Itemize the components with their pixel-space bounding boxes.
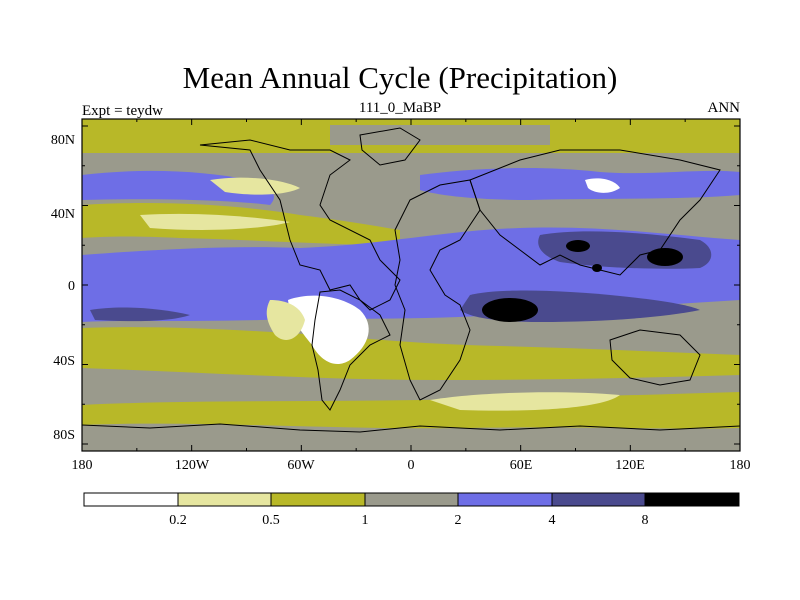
colorbar-box-gt8	[645, 493, 739, 506]
colorbar-label: 8	[642, 513, 649, 528]
x-tick-label: 120W	[175, 458, 210, 473]
x-axis-labels: 180 120W 60W 0 60E 120E 180	[72, 458, 751, 473]
season-label: ANN	[707, 100, 741, 116]
coast-australia	[609, 329, 701, 386]
peak-asia-1	[566, 240, 590, 252]
colorbar-label: 4	[549, 513, 556, 528]
storm-track-atlantic	[420, 168, 740, 200]
peak-indian-ocean	[482, 298, 538, 322]
x-tick-label: 180	[72, 458, 93, 473]
colorbar-label: 0.5	[262, 513, 280, 528]
coastlines	[82, 127, 740, 433]
coast-north-america	[199, 139, 401, 311]
axis-ticks	[81, 119, 741, 451]
pacific-west-core	[90, 307, 190, 322]
x-tick-label: 120E	[615, 458, 645, 473]
colorbar-dividers	[177, 493, 646, 506]
pale-region-south-america	[266, 300, 305, 340]
colorbar-box-lt0.2	[84, 493, 178, 506]
coast-south-america	[311, 289, 391, 411]
colorbar-box-1-2	[365, 493, 458, 506]
experiment-label: Expt = teydw	[82, 103, 163, 119]
southern-grey-cap	[82, 423, 740, 451]
y-tick-label: 40S	[53, 354, 75, 369]
precipitation-field	[82, 119, 740, 451]
y-tick-label: 0	[68, 279, 75, 294]
y-tick-label: 80S	[53, 428, 75, 443]
colorbar-box-0.5-1	[271, 493, 365, 506]
colorbar-label: 2	[455, 513, 462, 528]
colorbar-label: 0.2	[169, 513, 187, 528]
colorbar-frame	[83, 492, 740, 507]
y-tick-label: 40N	[51, 207, 75, 222]
dry-band-south	[82, 327, 740, 380]
southern-pale-patch	[430, 392, 620, 411]
pale-patch-north-1	[210, 177, 300, 195]
coast-europe-africa	[394, 179, 481, 401]
band-arctic-inner	[330, 125, 550, 145]
map-title: Mean Annual Cycle (Precipitation)	[182, 60, 618, 95]
coast-antarctica	[82, 423, 740, 433]
peak-asia-2	[647, 248, 683, 266]
x-tick-label: 0	[408, 458, 415, 473]
colorbar-label: 1	[362, 513, 369, 528]
colorbar-box-0.2-0.5	[178, 493, 271, 506]
x-tick-label: 60W	[287, 458, 315, 473]
y-axis-labels: 80N 40N 0 40S 80S	[51, 133, 75, 443]
colorbar-box-2-4	[458, 493, 552, 506]
dry-region-south-america	[288, 295, 369, 365]
pale-patch-north-2	[585, 178, 620, 193]
x-tick-label: 180	[730, 458, 751, 473]
period-label: 111_0_MaBP	[358, 100, 442, 116]
y-tick-label: 80N	[51, 133, 75, 148]
colorbar: 0.2 0.5 1 2 4 8	[83, 492, 740, 528]
dry-band-north-pale	[140, 213, 290, 230]
colorbar-box-4-8	[552, 493, 645, 506]
coast-greenland	[359, 127, 421, 166]
coast-asia	[469, 149, 721, 276]
x-tick-label: 60E	[510, 458, 533, 473]
